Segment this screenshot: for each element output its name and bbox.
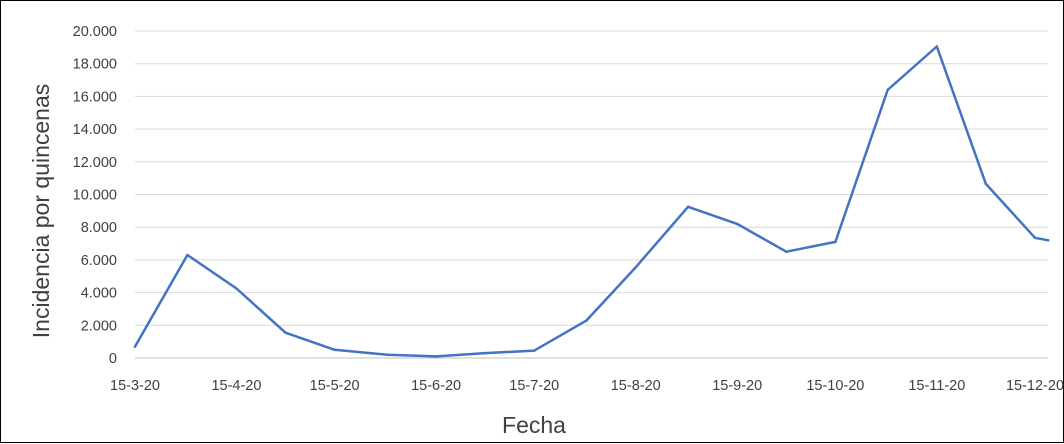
data-point — [385, 353, 389, 357]
data-point — [886, 88, 890, 92]
data-point — [735, 222, 739, 226]
y-axis-title: Incidencia por quincenas — [28, 84, 54, 338]
y-tick-label: 18.000 — [73, 57, 117, 73]
y-tick-label: 14.000 — [73, 122, 117, 138]
y-tick-label: 8.000 — [81, 220, 117, 236]
data-point — [532, 349, 536, 352]
data-point — [686, 205, 690, 209]
data-point — [186, 253, 189, 257]
data-point — [935, 45, 939, 48]
y-tick-label: 20.000 — [73, 24, 117, 40]
x-tick-label: 15-7-20 — [509, 378, 559, 394]
data-point — [834, 240, 837, 244]
x-tick-label: 15-10-20 — [806, 378, 864, 394]
gridlines — [135, 30, 1048, 359]
x-tick-label: 15-3-20 — [110, 378, 160, 394]
y-tick-label: 10.000 — [73, 188, 117, 204]
x-tick-label: 15-6-20 — [411, 378, 461, 394]
x-tick-label: 15-12-20 — [1006, 378, 1064, 394]
y-tick-label: 2.000 — [81, 318, 117, 334]
data-point — [984, 182, 988, 186]
data-point — [235, 287, 238, 290]
data-point — [634, 265, 638, 269]
data-point — [1046, 238, 1050, 242]
x-axis-tick-labels: 15-3-20 15-4-20 15-5-20 15-6-20 15-7-20 15-8-… — [110, 378, 1064, 394]
data-point — [333, 348, 336, 352]
data-point — [1033, 236, 1037, 240]
y-tick-label: 16.000 — [73, 89, 117, 105]
x-tick-label: 15-4-20 — [211, 378, 261, 394]
x-tick-label: 15-9-20 — [712, 378, 762, 394]
y-tick-label: 12.000 — [73, 155, 117, 171]
x-axis-title: Fecha — [502, 412, 566, 438]
data-point — [434, 355, 438, 358]
x-tick-label: 15-11-20 — [908, 378, 965, 394]
y-axis-tick-labels: 0 2.000 4.000 6.000 8.000 10.000 12.000 14.000 1… — [73, 24, 117, 367]
data-point — [483, 351, 487, 355]
y-tick-label: 4.000 — [81, 286, 117, 302]
series-layer — [133, 45, 1050, 358]
y-tick-label: 0 — [109, 351, 117, 367]
y-tick-label: 6.000 — [81, 253, 117, 269]
data-point — [784, 250, 788, 254]
data-point — [585, 319, 588, 322]
x-tick-label: 15-8-20 — [611, 378, 661, 394]
data-point — [284, 331, 287, 334]
x-tick-label: 15-5-20 — [310, 378, 360, 394]
series-line — [133, 45, 1050, 358]
data-point — [133, 345, 137, 348]
